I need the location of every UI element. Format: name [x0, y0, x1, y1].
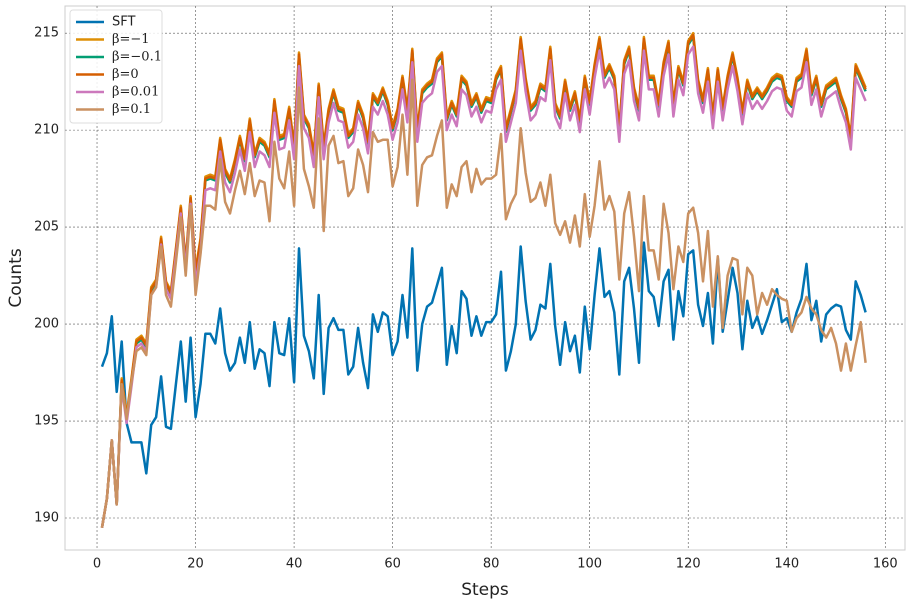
y-tick-label: 210 — [34, 123, 59, 138]
x-tick-label: 100 — [577, 557, 602, 572]
y-axis-label: Counts — [6, 248, 26, 307]
y-tick-label: 195 — [34, 414, 59, 429]
series-line — [100, 33, 867, 528]
x-tick-label: 160 — [873, 557, 898, 572]
legend-label: β=−1 — [112, 32, 150, 47]
y-tick-label: 200 — [34, 317, 59, 332]
y-tick-label: 190 — [34, 511, 59, 526]
x-tick-label: 120 — [676, 557, 701, 572]
x-tick-label: 40 — [286, 557, 303, 572]
series-line — [100, 241, 867, 475]
x-axis-label: Steps — [461, 580, 509, 600]
legend-label: β=0.01 — [112, 85, 159, 100]
y-tick-label: 215 — [34, 26, 59, 41]
legend-label: β=0 — [112, 67, 139, 82]
x-tick-label: 20 — [187, 557, 204, 572]
series-line — [100, 78, 867, 528]
lines — [100, 31, 867, 528]
x-tick-label: 80 — [483, 557, 500, 572]
legend-label: β=0.1 — [112, 102, 151, 117]
x-tick-label: 0 — [93, 557, 101, 572]
legend-label: SFT — [112, 15, 136, 30]
x-tick-label: 60 — [384, 557, 401, 572]
x-tick-label: 140 — [774, 557, 799, 572]
series-line — [100, 45, 867, 528]
legend-label: β=−0.1 — [112, 50, 162, 65]
y-tick-label: 205 — [34, 220, 59, 235]
legend: SFT β=−1 β=−0.1 β=0 β=0.01 β=0.1 — [69, 9, 163, 124]
